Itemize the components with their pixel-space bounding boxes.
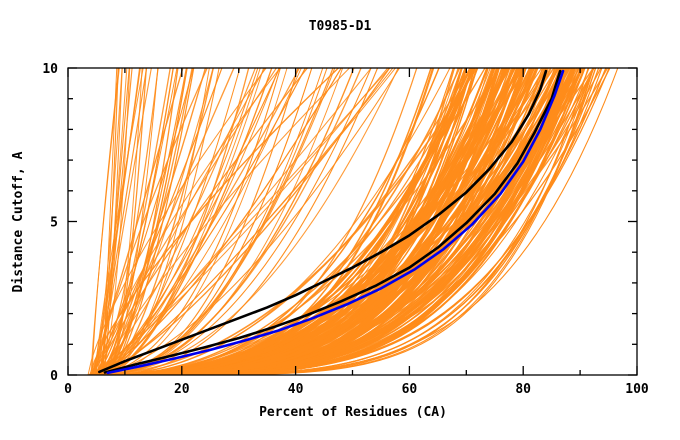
prediction-curve	[103, 68, 133, 375]
x-tick-label: 100	[625, 382, 649, 397]
prediction-curve	[90, 68, 261, 375]
reference-curve	[103, 69, 562, 374]
prediction-curve	[99, 68, 324, 375]
chart-title: T0985-D1	[309, 19, 372, 34]
x-tick-label: 60	[402, 382, 418, 397]
x-tick-label: 20	[174, 382, 190, 397]
prediction-curve	[99, 68, 152, 375]
y-tick-label: 5	[50, 216, 58, 231]
prediction-curve	[102, 68, 351, 375]
prediction-curve	[97, 68, 281, 375]
prediction-curve	[91, 68, 478, 375]
y-tick-label: 10	[42, 62, 58, 77]
prediction-curve	[106, 68, 397, 375]
tick-label-layer: 0 20 40 60 80 100 0 5 10	[42, 62, 649, 397]
prediction-curve	[102, 68, 220, 375]
prediction-curve	[90, 68, 223, 375]
prediction-curve	[92, 68, 342, 375]
x-tick-label: 80	[515, 382, 531, 397]
prediction-curve	[94, 68, 144, 375]
prediction-curve	[94, 68, 302, 375]
prediction-curve	[106, 68, 472, 375]
reference-curve	[98, 69, 548, 374]
x-axis-title: Percent of Residues (CA)	[259, 405, 447, 420]
prediction-curve	[91, 68, 120, 375]
prediction-curve	[106, 68, 235, 375]
prediction-curve	[95, 68, 309, 375]
axis-layer	[67, 67, 638, 376]
prediction-curve	[100, 68, 372, 375]
x-tick-label: 40	[288, 382, 304, 397]
prediction-curve	[97, 68, 281, 375]
prediction-curve	[100, 68, 193, 375]
prediction-curve	[93, 68, 391, 375]
prediction-curve	[99, 68, 214, 375]
prediction-curve	[94, 68, 391, 375]
prediction-curve	[98, 68, 372, 375]
prediction-curve	[90, 68, 256, 375]
y-tick-label: 0	[50, 369, 58, 384]
prediction-curve	[94, 68, 208, 375]
x-tick-label: 0	[64, 382, 72, 397]
y-axis-title: Distance Cutoff, A	[11, 151, 26, 292]
prediction-curve	[87, 68, 267, 375]
prediction-curve	[97, 68, 399, 375]
reference-curve	[106, 69, 565, 375]
